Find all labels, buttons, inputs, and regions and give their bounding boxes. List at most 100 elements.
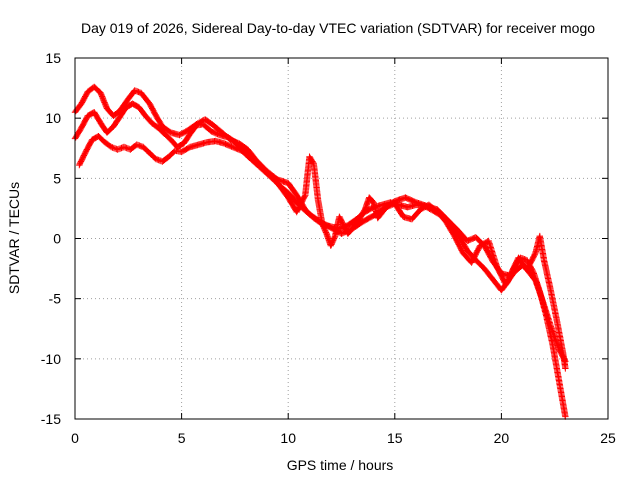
y-tick-label: -10: [41, 351, 61, 367]
data-point: [302, 154, 313, 199]
data-point: [146, 100, 159, 118]
y-tick-label: 5: [53, 170, 61, 186]
grid: [75, 58, 608, 419]
x-tick-label: 15: [387, 430, 403, 446]
data-point: [349, 219, 365, 233]
series-track-3: [76, 133, 569, 372]
data-point: [408, 207, 423, 223]
y-axis-label: SDTVAR / TECUs: [6, 182, 22, 294]
data-point: [97, 89, 110, 111]
data-point: [174, 140, 186, 151]
data-point: [152, 112, 165, 129]
chart-title: Day 019 of 2026, Sidereal Day-to-day VTE…: [81, 20, 595, 36]
y-tick-labels: -15 -10 -5 0 5 10 15: [41, 50, 61, 427]
data-point: [76, 149, 89, 169]
data-point: [481, 265, 496, 282]
data-point: [201, 116, 216, 128]
y-tick-label: -5: [49, 291, 62, 307]
data-point: [455, 232, 470, 253]
data-point: [246, 152, 263, 169]
data-point: [285, 189, 302, 207]
data-point: [186, 123, 199, 137]
data-point: [110, 108, 122, 119]
data-point: [91, 83, 103, 96]
data-point: [523, 250, 539, 273]
data-point: [472, 234, 487, 248]
y-tick-label: 0: [53, 231, 61, 247]
data-point: [110, 114, 123, 130]
data-point: [547, 285, 560, 323]
data-point: [101, 139, 114, 150]
data-point: [547, 321, 562, 352]
y-tick-label: 10: [45, 110, 61, 126]
data-point: [159, 154, 171, 165]
data-point: [489, 276, 504, 293]
data-point: [95, 133, 108, 145]
data-point: [178, 144, 193, 156]
data-point: [455, 228, 470, 244]
data-point: [489, 258, 504, 276]
y-tick-label: -15: [41, 411, 61, 427]
data-point: [310, 160, 322, 202]
data-point: [306, 211, 323, 225]
data-point: [165, 148, 178, 160]
data-point: [555, 377, 569, 419]
data-point: [317, 218, 333, 231]
data-point: [336, 213, 347, 228]
data-point: [199, 121, 214, 134]
data-points: [71, 83, 569, 420]
y-tick-label: 15: [45, 50, 61, 66]
data-point: [161, 130, 174, 143]
data-point: [146, 149, 159, 162]
data-point: [366, 194, 376, 205]
x-tick-labels: 0 5 10 15 20 25: [71, 430, 616, 446]
x-axis-label: GPS time / hours: [287, 457, 394, 473]
data-point: [285, 179, 300, 198]
data-point: [225, 134, 240, 146]
data-point: [306, 153, 317, 166]
data-point: [116, 105, 129, 121]
data-point: [137, 89, 152, 106]
data-point: [538, 295, 554, 327]
data-point: [78, 89, 91, 107]
data-point: [553, 317, 567, 356]
data-point: [359, 213, 376, 225]
data-point: [370, 205, 387, 219]
data-point: [444, 217, 461, 234]
data-point: [267, 173, 282, 188]
axis-ticks: [74, 57, 609, 420]
data-point: [380, 198, 397, 212]
data-point: [532, 277, 545, 301]
data-point: [434, 206, 451, 223]
data-point: [525, 269, 538, 283]
x-tick-label: 10: [280, 430, 296, 446]
data-point: [562, 365, 569, 372]
data-point: [91, 109, 104, 125]
data-point: [549, 341, 562, 383]
data-point: [238, 147, 252, 158]
data-point: [257, 163, 274, 180]
x-tick-label: 0: [71, 430, 79, 446]
data-point: [276, 182, 291, 196]
data-point: [176, 127, 190, 139]
x-tick-label: 5: [178, 430, 186, 446]
data-point: [140, 143, 152, 156]
data-point: [116, 96, 131, 115]
data-point: [481, 242, 496, 264]
data-point: [129, 100, 142, 110]
data-point: [103, 124, 116, 136]
x-tick-label: 20: [494, 430, 510, 446]
data-point: [78, 113, 91, 131]
data-point: [135, 104, 148, 118]
x-tick-label: 25: [600, 430, 616, 446]
data-point: [451, 232, 466, 255]
data-point: [210, 122, 225, 135]
data-point: [229, 143, 244, 154]
data-point: [468, 243, 483, 266]
data-point: [159, 123, 174, 136]
data-point: [295, 201, 312, 217]
data-point: [180, 131, 193, 147]
data-point: [154, 124, 167, 137]
